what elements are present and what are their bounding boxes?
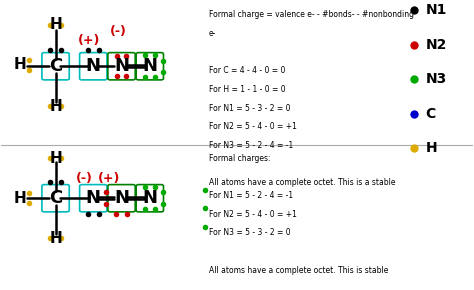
Text: N: N <box>114 189 129 207</box>
Text: C: C <box>426 107 436 121</box>
Text: All atoms have a complete octet. This is a stable: All atoms have a complete octet. This is… <box>209 178 395 187</box>
Text: For N1 = 5 - 2 - 4 = -1: For N1 = 5 - 2 - 4 = -1 <box>209 191 293 200</box>
Text: N: N <box>114 57 129 75</box>
Text: N1: N1 <box>426 3 447 17</box>
Text: Formal charges:: Formal charges: <box>209 154 270 163</box>
Text: C: C <box>49 189 62 207</box>
Text: N: N <box>142 57 157 75</box>
Text: (-): (-) <box>110 25 127 38</box>
Text: For H = 1 - 1 - 0 = 0: For H = 1 - 1 - 0 = 0 <box>209 85 285 94</box>
Text: H: H <box>14 57 27 72</box>
Text: H: H <box>49 99 62 114</box>
Text: N2: N2 <box>426 38 447 52</box>
Text: N: N <box>142 189 157 207</box>
Text: H: H <box>49 151 62 166</box>
Text: H: H <box>49 231 62 246</box>
Text: All atoms have a complete octet. This is stable: All atoms have a complete octet. This is… <box>209 266 388 275</box>
Text: For N2 = 5 - 4 - 0 = +1: For N2 = 5 - 4 - 0 = +1 <box>209 122 297 131</box>
Text: (-): (-) <box>75 172 92 185</box>
Text: C: C <box>49 57 62 75</box>
Text: For N3 = 5 - 3 - 2 = 0: For N3 = 5 - 3 - 2 = 0 <box>209 228 291 237</box>
Text: For N3 = 5 - 2 - 4 = -1: For N3 = 5 - 2 - 4 = -1 <box>209 141 293 150</box>
Text: For N1 = 5 - 3 - 2 = 0: For N1 = 5 - 3 - 2 = 0 <box>209 104 290 113</box>
Text: N: N <box>86 189 101 207</box>
Text: Formal charge = valence e- - #bonds- - #nonbonding: Formal charge = valence e- - #bonds- - #… <box>209 10 414 19</box>
Text: e-: e- <box>209 29 216 38</box>
Text: For N2 = 5 - 4 - 0 = +1: For N2 = 5 - 4 - 0 = +1 <box>209 210 297 219</box>
Text: H: H <box>49 17 62 32</box>
Text: H: H <box>426 141 437 155</box>
Text: (+): (+) <box>98 172 120 185</box>
Text: N: N <box>86 57 101 75</box>
Text: For C = 4 - 4 - 0 = 0: For C = 4 - 4 - 0 = 0 <box>209 66 285 75</box>
Text: H: H <box>14 191 27 206</box>
Text: (+): (+) <box>77 34 100 47</box>
Text: N3: N3 <box>426 72 447 86</box>
